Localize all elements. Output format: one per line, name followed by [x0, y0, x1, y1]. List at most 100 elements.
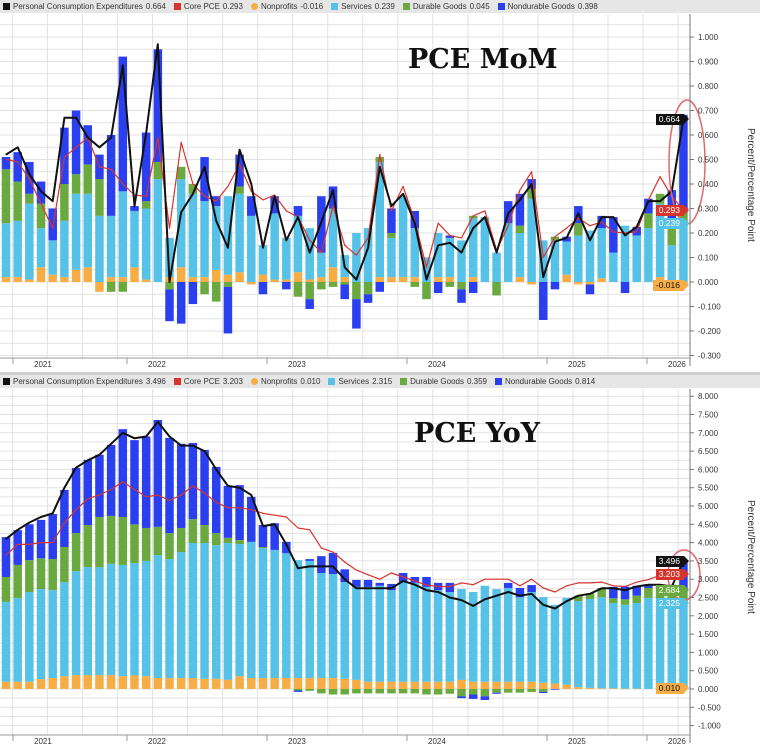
bar-nondurable [632, 585, 641, 596]
bar-durable [153, 526, 163, 556]
legend-label: Services [338, 377, 370, 386]
point-pce [636, 226, 638, 228]
bar-services [165, 559, 174, 679]
point-core [215, 501, 217, 503]
bar-nondurable [433, 282, 443, 294]
bar-nondurable [200, 157, 209, 202]
legend-label: Core PCE [183, 377, 220, 386]
point-pce [239, 149, 241, 151]
point-pce [577, 595, 579, 597]
last-value-tag-pce: 0.664 [655, 113, 690, 125]
point-pce [390, 587, 393, 589]
bar-nondurable [188, 282, 198, 305]
x-tick-label: 2023 [288, 737, 306, 746]
bar-durable [457, 689, 466, 697]
bar-durable [644, 587, 653, 598]
bar-durable [492, 282, 501, 296]
bar-nonprofits [60, 277, 69, 282]
y-tick-label: 0.900 [698, 58, 719, 67]
bar-durable [153, 161, 163, 180]
bar-services [71, 571, 81, 676]
bar-services [176, 179, 186, 268]
bar-services [597, 228, 606, 279]
bar-nondurable [445, 582, 455, 593]
bar-durable [188, 519, 198, 543]
bar-nonprofits [375, 277, 385, 282]
point-pce [332, 189, 334, 191]
bar-durable [200, 525, 209, 543]
point-pce [531, 593, 533, 595]
bar-services [328, 574, 338, 679]
bar-durable [223, 282, 233, 287]
bar-durable [644, 213, 653, 229]
bar-nondurable [13, 530, 22, 565]
legend-item-services: Services 0.239 [331, 2, 395, 11]
bar-services [282, 237, 291, 280]
chart-title: PCE MoM [408, 44, 558, 75]
bar-nonprofits [398, 277, 408, 282]
y-tick-label: 7.000 [698, 429, 719, 438]
bar-nonprofits [211, 269, 221, 282]
bar-services [176, 552, 186, 679]
point-core [355, 569, 357, 571]
bar-nondurable [25, 161, 34, 194]
point-pce [215, 220, 217, 222]
bar-services [130, 563, 139, 676]
bar-nonprofits [387, 277, 396, 282]
bar-nondurable [247, 196, 256, 216]
point-pce [274, 523, 276, 525]
bar-nondurable [211, 466, 221, 534]
bar-services [574, 235, 583, 282]
point-core [367, 237, 369, 239]
point-pce [192, 445, 194, 447]
bar-durable [200, 282, 209, 295]
bar-nondurable [375, 582, 385, 586]
bar-services [293, 560, 303, 679]
point-pce [344, 578, 346, 580]
bar-nonprofits [188, 678, 198, 689]
bar-durable [328, 689, 338, 695]
legend-swatch [173, 378, 181, 385]
bar-nonprofits [188, 277, 198, 282]
y-tick-label: 3.000 [698, 575, 719, 584]
bar-durable [13, 564, 22, 598]
bar-services [352, 586, 361, 680]
bar-services [328, 208, 338, 268]
bar-durable [223, 537, 233, 543]
point-pce [180, 445, 182, 447]
point-pce [262, 247, 264, 249]
point-pce [495, 595, 498, 597]
bar-nonprofits [200, 678, 209, 689]
bar-nondurable [60, 127, 69, 184]
point-core [285, 516, 287, 518]
legend-label: Nondurable Goods [505, 377, 573, 386]
bar-nonprofits [480, 681, 490, 689]
point-core [309, 239, 311, 241]
bar-nonprofits [492, 681, 501, 689]
bar-services [468, 592, 478, 682]
point-core [28, 543, 30, 546]
bar-nondurable [83, 459, 93, 526]
bar-durable [235, 540, 244, 545]
bar-nonprofits [293, 272, 303, 282]
bar-durable [1, 169, 11, 224]
bar-nonprofits [258, 678, 268, 689]
bar-services [655, 203, 665, 278]
point-core [274, 194, 276, 196]
y-tick-label: 0.000 [698, 278, 719, 287]
point-core [577, 582, 579, 584]
point-pce [612, 216, 614, 218]
bar-durable [118, 516, 128, 565]
bar-nonprofits [387, 681, 396, 689]
bar-services [36, 589, 46, 680]
point-core [542, 256, 544, 259]
point-core [589, 582, 591, 584]
point-core [239, 163, 241, 165]
bar-durable [211, 533, 221, 546]
y-tick-label: 6.000 [698, 465, 719, 474]
bar-nondurable [503, 582, 513, 588]
point-core [203, 195, 206, 197]
legend-item-pce: Personal Consumption Expenditures 0.664 [3, 2, 166, 11]
point-pce [507, 591, 509, 593]
point-pce [601, 587, 603, 589]
